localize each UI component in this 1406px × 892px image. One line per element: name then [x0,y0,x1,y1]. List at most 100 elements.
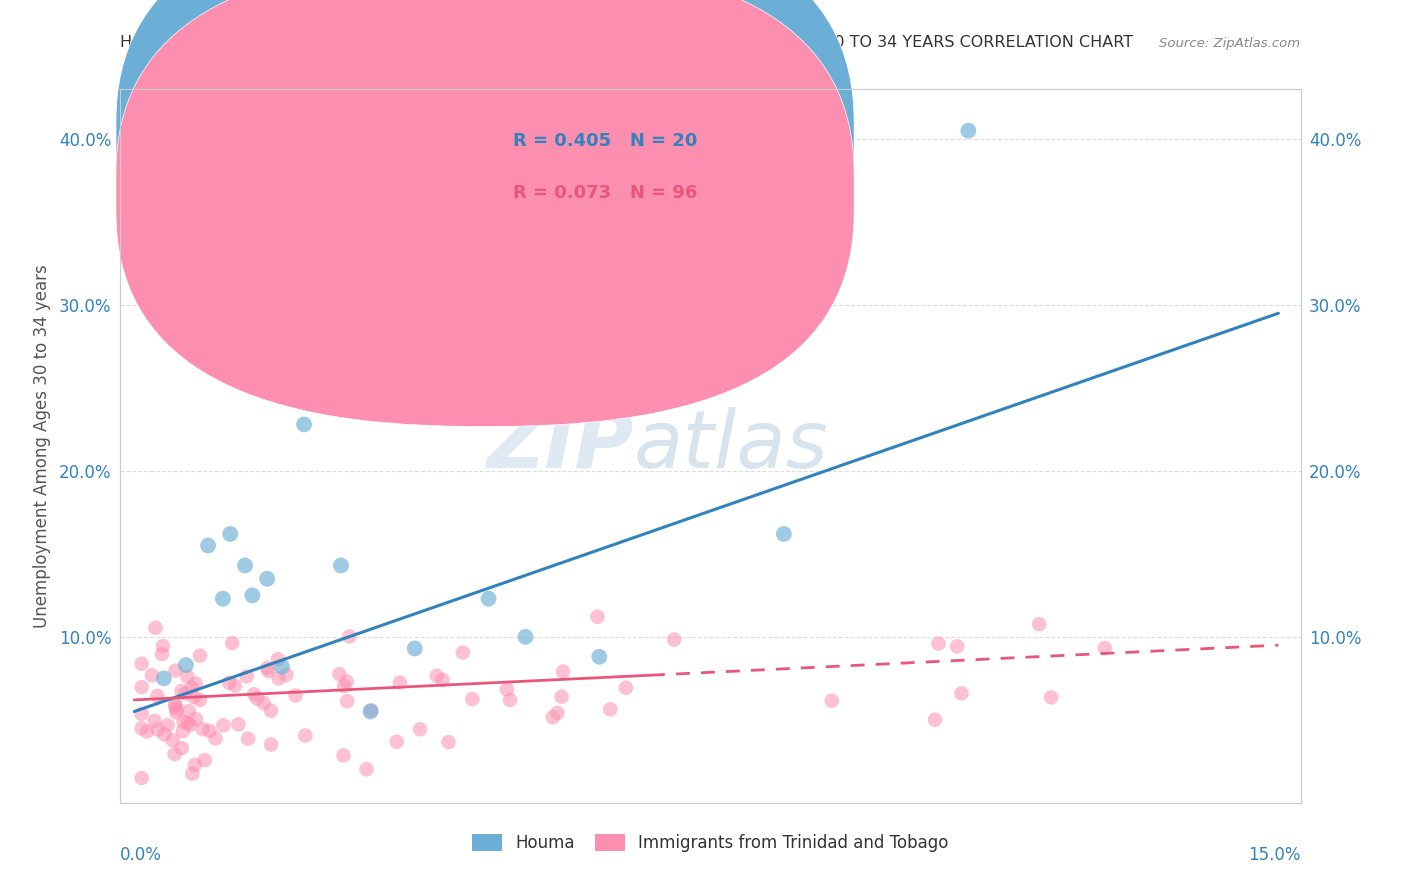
Point [170,684,193,698]
Point [236,731,259,746]
Point [152,639,174,653]
Point [146,689,169,703]
Y-axis label: Unemployment Among Ages 30 to 34 years: Unemployment Among Ages 30 to 34 years [32,264,51,628]
Point [546,706,568,720]
Point [194,753,217,767]
Point [270,659,294,673]
Point [174,658,197,673]
Point [294,729,316,743]
Point [174,686,197,700]
Point [821,694,844,708]
Point [153,671,174,685]
Point [166,702,188,716]
Point [426,669,449,683]
Point [267,672,290,686]
Legend: Houma, Immigrants from Trinidad and Tobago: Houma, Immigrants from Trinidad and Toba… [465,827,955,859]
Point [404,641,426,656]
Point [551,665,574,679]
Point [176,715,198,730]
Point [773,527,796,541]
Text: 15.0%: 15.0% [1249,846,1301,863]
Point [211,591,233,606]
Point [162,733,184,747]
Point [550,690,572,704]
Point [586,609,609,624]
Point [156,718,179,732]
Point [172,724,194,739]
Point [150,647,173,661]
Point [136,724,159,739]
Point [957,124,980,138]
Point [131,706,153,721]
Point [236,669,259,683]
Point [228,717,250,731]
Point [131,657,153,671]
Point [260,738,283,752]
Point [256,661,278,675]
Point [478,591,501,606]
Point [143,714,166,728]
Point [257,664,280,678]
FancyBboxPatch shape [115,0,853,375]
Point [927,637,949,651]
Point [212,718,235,732]
Text: R = 0.073   N = 96: R = 0.073 N = 96 [513,184,697,202]
Text: Source: ZipAtlas.com: Source: ZipAtlas.com [1160,37,1301,50]
Point [253,696,276,710]
Point [180,681,202,695]
Point [191,722,214,736]
Point [165,698,187,713]
Point [256,572,278,586]
Point [1094,641,1116,656]
Point [218,675,240,690]
Point [333,679,356,693]
Point [183,690,205,705]
Point [177,704,200,718]
Point [339,630,361,644]
Point [924,713,946,727]
Point [190,348,212,362]
Point [165,698,187,712]
Point [224,679,246,693]
Point [499,693,522,707]
Point [246,691,269,706]
Point [1028,617,1050,632]
Point [163,747,186,762]
Text: atlas: atlas [633,407,828,485]
Point [188,693,211,707]
Point [662,632,685,647]
Point [153,727,176,741]
Point [276,668,298,682]
Point [188,648,211,663]
Point [409,723,432,737]
FancyBboxPatch shape [444,103,758,243]
Point [181,766,204,780]
Point [242,588,264,602]
Point [461,692,484,706]
Point [221,636,243,650]
Point [173,714,195,729]
Point [332,748,354,763]
Point [588,649,610,664]
Point [946,640,969,654]
FancyBboxPatch shape [115,0,853,426]
Point [184,757,207,772]
Point [176,670,198,684]
Point [131,722,153,736]
Point [165,664,187,678]
Point [496,682,519,697]
Point [356,762,378,776]
Point [131,680,153,694]
Point [336,674,359,689]
Point [219,527,242,541]
Point [131,771,153,785]
Point [260,704,283,718]
Point [541,710,564,724]
Point [360,705,382,719]
Point [451,646,474,660]
Point [165,706,187,720]
Point [328,667,350,681]
Point [267,652,290,666]
Text: R = 0.405   N = 20: R = 0.405 N = 20 [513,132,697,150]
Point [179,718,201,732]
